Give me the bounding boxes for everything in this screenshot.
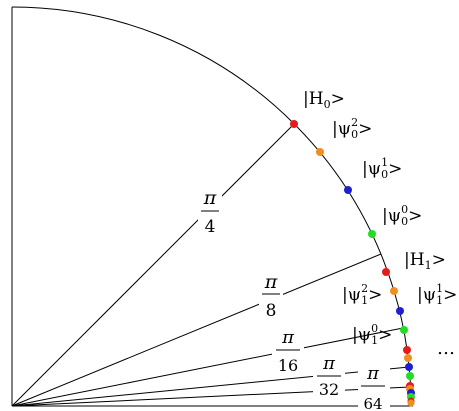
angle-label-pi-over-32: π 32 xyxy=(313,353,345,400)
angle-label-denominator: 32 xyxy=(319,380,339,399)
svg-text:|ψ11>: |ψ1 1> xyxy=(417,282,457,307)
angle-label-numerator: π xyxy=(281,327,295,348)
label-subscript: 0 xyxy=(381,168,388,181)
label-tail: > xyxy=(443,285,457,305)
label-superscript: 1 xyxy=(436,282,443,295)
label-text: |ψ xyxy=(352,325,371,345)
point-H0 xyxy=(290,120,298,128)
label-H1: |H1> xyxy=(404,250,446,272)
point-psi1-0 xyxy=(400,326,408,334)
label-tail: > xyxy=(388,159,402,179)
ray-pi-over-32 xyxy=(11,366,410,407)
label-tail: > xyxy=(368,285,382,305)
ray-pi-over-16 xyxy=(11,327,404,407)
point-psi0-1 xyxy=(344,186,352,194)
label-subscript: 1 xyxy=(436,294,443,307)
ellipsis: … xyxy=(437,338,455,359)
label-subscript: 1 xyxy=(425,259,432,272)
label-psi0-0: |ψ0 0> xyxy=(382,203,422,228)
label-subscript: 0 xyxy=(351,128,358,141)
svg-text:|ψ20>: |ψ2 0> xyxy=(332,116,372,141)
label-tail: > xyxy=(378,325,392,345)
angle-label-numerator: π xyxy=(366,363,380,384)
label-psi1-2: |ψ2 1> xyxy=(342,282,382,307)
svg-text:|ψ10>: |ψ1 0> xyxy=(362,156,402,181)
svg-text:|ψ01>: |ψ0 1> xyxy=(352,322,392,347)
label-text: |ψ xyxy=(382,206,401,226)
point-psi2-1 xyxy=(405,363,413,371)
point-psi1-1 xyxy=(396,307,404,315)
label-subscript: 1 xyxy=(361,294,368,307)
label-text: |H xyxy=(303,89,324,109)
label-superscript: 2 xyxy=(361,282,368,295)
label-superscript: 0 xyxy=(401,203,408,216)
label-superscript: 0 xyxy=(371,322,378,335)
angle-label-denominator: 16 xyxy=(278,356,298,375)
point-psi0-0 xyxy=(368,230,376,238)
point-psi2-2 xyxy=(404,354,412,362)
label-subscript: 0 xyxy=(401,215,408,228)
label-superscript: 1 xyxy=(381,156,388,169)
point-psi0-2 xyxy=(316,148,324,156)
label-text: |ψ xyxy=(342,285,361,305)
point-psi4-2 xyxy=(407,399,415,407)
angle-label-pi-over-4: π 4 xyxy=(198,186,222,238)
label-superscript: 2 xyxy=(351,116,358,129)
angle-label-pi-over-8: π 8 xyxy=(259,268,283,322)
angle-label-numerator: π xyxy=(322,353,336,374)
label-tail: > xyxy=(432,250,446,270)
label-subscript: 1 xyxy=(371,334,378,347)
label-text: |H xyxy=(404,250,425,270)
svg-text:|ψ21>: |ψ2 1> xyxy=(342,282,382,307)
label-psi1-0: |ψ0 1> xyxy=(352,322,392,347)
label-tail: > xyxy=(331,89,345,109)
angle-label-denominator: 64 xyxy=(363,395,382,411)
point-H2 xyxy=(403,346,411,354)
svg-text:|ψ00>: |ψ0 0> xyxy=(382,203,422,228)
label-H0: |H0> xyxy=(303,89,345,111)
point-psi2-0 xyxy=(406,372,414,380)
angle-label-numerator: π xyxy=(203,187,217,209)
label-tail: > xyxy=(358,119,372,139)
angle-label-denominator: 4 xyxy=(205,217,216,237)
label-subscript: 0 xyxy=(324,98,331,111)
svg-text:|H0>: |H0> xyxy=(303,89,345,111)
label-text: |ψ xyxy=(417,285,436,305)
point-psi1-2 xyxy=(390,287,398,295)
point-H1 xyxy=(382,268,390,276)
angle-label-denominator: 8 xyxy=(266,301,277,321)
label-psi0-1: |ψ1 0> xyxy=(362,156,402,181)
label-text: |ψ xyxy=(332,119,351,139)
label-text: |ψ xyxy=(362,159,381,179)
label-psi0-2: |ψ2 0> xyxy=(332,116,372,141)
angle-label-numerator: π xyxy=(264,271,278,293)
ray-pi-over-8 xyxy=(11,253,382,407)
label-psi1-1: |ψ1 1> xyxy=(417,282,457,307)
angle-label-pi-over-64: π 64 xyxy=(358,363,390,411)
ray-pi-over-4 xyxy=(11,123,295,407)
svg-text:|H1>: |H1> xyxy=(404,250,446,272)
angle-label-pi-over-16: π 16 xyxy=(272,327,304,376)
ray-pi-over-64 xyxy=(11,386,411,407)
label-tail: > xyxy=(408,206,422,226)
